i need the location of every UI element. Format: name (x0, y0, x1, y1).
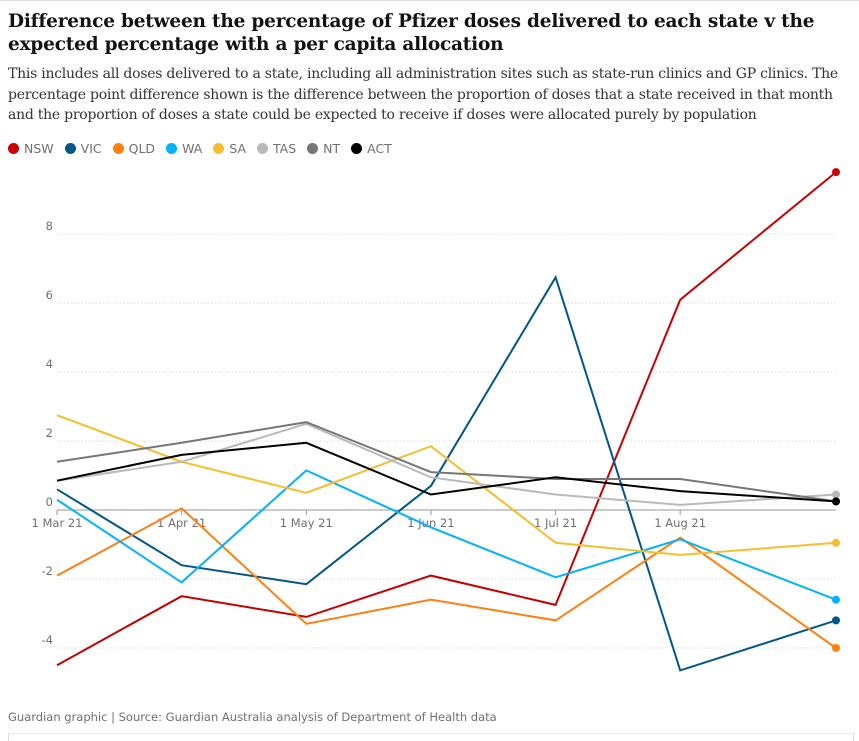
top-rule (0, 0, 859, 1)
legend-swatch (112, 142, 124, 154)
legend-swatch (307, 142, 319, 154)
legend-swatch (351, 142, 363, 154)
bottom-tick-left (8, 733, 9, 741)
series-line-tas (56, 422, 837, 506)
bottom-tick-right (853, 733, 854, 741)
y-tick-label: 2 (46, 426, 53, 440)
series-line-qld (56, 507, 837, 649)
source-note: Guardian graphic | Source: Guardian Aust… (8, 710, 497, 724)
legend-label: NT (323, 140, 341, 156)
end-marker-qld (832, 643, 840, 652)
end-marker-act (832, 497, 840, 506)
legend-item-nsw: NSW (8, 141, 54, 156)
legend-swatch (166, 142, 178, 154)
legend-label: ACT (367, 140, 392, 156)
legend-label: SA (229, 140, 247, 156)
legend-swatch (257, 142, 269, 154)
end-marker-wa (832, 595, 840, 604)
gridlines (57, 233, 836, 649)
x-tick-label: 1 Aug 21 (654, 516, 706, 530)
chart-title: Difference between the percentage of Pfi… (8, 11, 815, 55)
legend-label: NSW (24, 140, 54, 156)
series-lines (56, 171, 837, 672)
legend-item-act: ACT (351, 141, 392, 156)
end-marker-sa (832, 538, 840, 547)
legend-label: TAS (273, 140, 297, 156)
legend-item-vic: VIC (64, 140, 102, 156)
end-marker-tas (832, 490, 840, 499)
legend-label: VIC (80, 140, 102, 156)
legend-swatch (213, 142, 225, 154)
series-line-vic (56, 274, 837, 672)
legend-swatch (64, 142, 76, 154)
y-tick-label: 8 (46, 219, 53, 233)
bottom-rule (8, 733, 853, 734)
y-tick-label: -2 (42, 564, 53, 578)
y-tick-label: -4 (42, 633, 53, 647)
end-marker-nsw (832, 168, 840, 177)
x-tick-label: 1 May 21 (280, 516, 333, 530)
legend: NSW VIC QLD WA SA TAS NT ACT (8, 139, 403, 157)
legend-item-wa: WA (166, 141, 202, 156)
series-line-wa (56, 469, 837, 601)
legend-label: QLD (128, 140, 156, 156)
legend-item-qld: QLD (112, 140, 156, 156)
legend-item-sa: SA (213, 141, 246, 156)
x-tick-label: 1 Jun 21 (407, 516, 454, 530)
legend-label: WA (182, 140, 203, 156)
legend-item-nt: NT (307, 141, 340, 156)
end-marker-vic (832, 616, 840, 625)
x-tick-label: 1 Jul 21 (534, 516, 577, 530)
y-tick-label: 0 (46, 495, 53, 509)
series-line-act (56, 441, 837, 503)
series-line-nt (56, 421, 837, 503)
x-tick-label: 1 Mar 21 (32, 516, 83, 530)
legend-swatch (8, 142, 19, 154)
y-tick-label: 6 (46, 288, 53, 302)
series-line-nsw (56, 171, 837, 667)
legend-item-tas: TAS (257, 141, 296, 156)
end-markers (832, 168, 840, 652)
y-tick-label: 4 (46, 357, 53, 371)
chart-subtitle: This includes all doses delivered to a s… (8, 66, 838, 123)
